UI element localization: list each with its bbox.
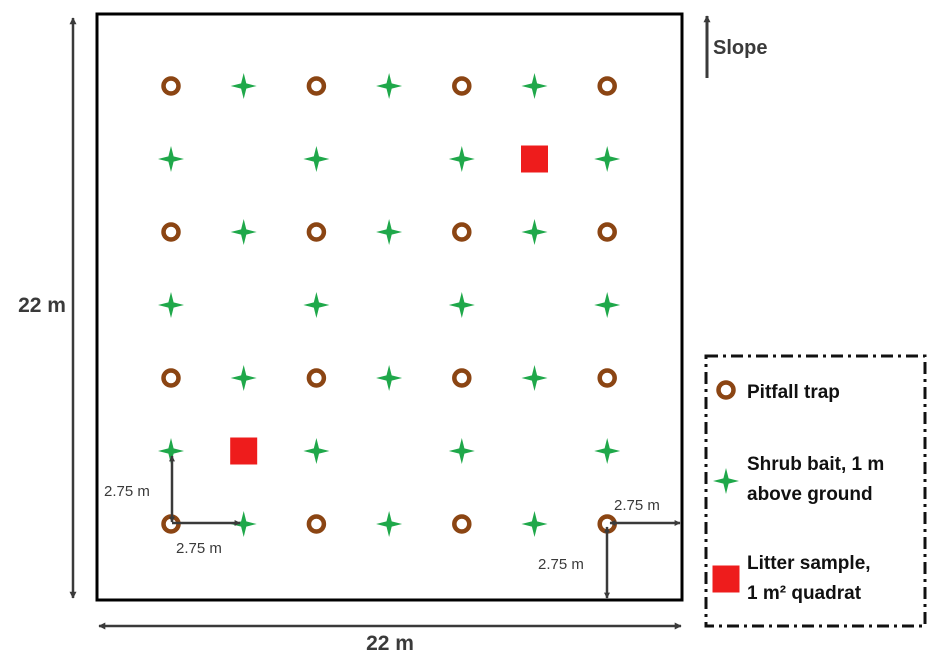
sampling-grid bbox=[158, 73, 621, 537]
shrub-bait-icon bbox=[448, 146, 475, 172]
pitfall-trap-icon bbox=[597, 76, 617, 96]
shrub-bait-icon bbox=[303, 146, 330, 172]
legend-item-litter-label: 1 m² quadrat bbox=[747, 583, 862, 604]
shrub-bait-icon bbox=[230, 511, 257, 537]
shrub-bait-icon bbox=[376, 219, 403, 245]
spacing-label-right-horizontal: 2.75 m bbox=[614, 497, 660, 514]
plot-boundary bbox=[95, 12, 684, 602]
spacing-label-left-vertical: 2.75 m bbox=[104, 483, 150, 500]
pitfall-trap-icon bbox=[161, 76, 181, 96]
litter-sample-icon bbox=[712, 565, 740, 593]
legend-item-shrub-label: Shrub bait, 1 m bbox=[747, 454, 884, 475]
shrub-bait-icon bbox=[158, 146, 184, 172]
slope-label: Slope bbox=[713, 37, 767, 59]
pitfall-trap-icon bbox=[306, 514, 327, 534]
litter-sample-icon bbox=[230, 437, 258, 465]
shrub-bait-icon bbox=[303, 438, 330, 464]
shrub-bait-icon bbox=[376, 73, 403, 99]
shrub-bait-icon bbox=[303, 292, 330, 318]
pitfall-trap-icon bbox=[452, 514, 472, 534]
shrub-bait-icon bbox=[521, 365, 548, 391]
pitfall-trap-icon bbox=[306, 76, 327, 96]
pitfall-trap-icon bbox=[452, 368, 472, 388]
pitfall-trap-icon bbox=[306, 222, 327, 242]
shrub-bait-icon bbox=[376, 365, 403, 391]
shrub-bait-icon bbox=[594, 146, 621, 172]
shrub-bait-icon bbox=[594, 292, 621, 318]
legend-item-pitfall-label: Pitfall trap bbox=[747, 382, 840, 403]
shrub-bait-icon bbox=[230, 219, 257, 245]
shrub-bait-icon bbox=[521, 219, 548, 245]
legend-box bbox=[704, 354, 927, 628]
legend-item-litter-label: Litter sample, bbox=[747, 553, 871, 574]
pitfall-trap-icon bbox=[161, 368, 181, 388]
shrub-bait-icon bbox=[713, 468, 739, 494]
shrub-bait-icon bbox=[594, 438, 621, 464]
width-label: 22 m bbox=[366, 632, 414, 655]
shrub-bait-icon bbox=[158, 438, 184, 464]
pitfall-trap-icon bbox=[306, 368, 327, 388]
pitfall-trap-icon bbox=[716, 380, 736, 400]
shrub-bait-icon bbox=[448, 292, 475, 318]
spacing-label-right-vertical: 2.75 m bbox=[538, 556, 584, 573]
shrub-bait-icon bbox=[448, 438, 475, 464]
height-label: 22 m bbox=[18, 294, 66, 317]
shrub-bait-icon bbox=[376, 511, 403, 537]
pitfall-trap-icon bbox=[452, 76, 472, 96]
shrub-bait-icon bbox=[158, 292, 184, 318]
litter-sample-icon bbox=[521, 145, 548, 173]
pitfall-trap-icon bbox=[161, 222, 181, 242]
legend: Pitfall trap Shrub bait, 1 m above ground L… bbox=[712, 380, 884, 604]
legend-item-shrub-label: above ground bbox=[747, 484, 873, 505]
shrub-bait-icon bbox=[521, 511, 548, 537]
shrub-bait-icon bbox=[230, 73, 257, 99]
shrub-bait-icon bbox=[521, 73, 548, 99]
shrub-bait-icon bbox=[230, 365, 257, 391]
spacing-label-left-horizontal: 2.75 m bbox=[176, 540, 222, 557]
pitfall-trap-icon bbox=[597, 368, 617, 388]
pitfall-trap-icon bbox=[597, 222, 617, 242]
pitfall-trap-icon bbox=[452, 222, 472, 242]
